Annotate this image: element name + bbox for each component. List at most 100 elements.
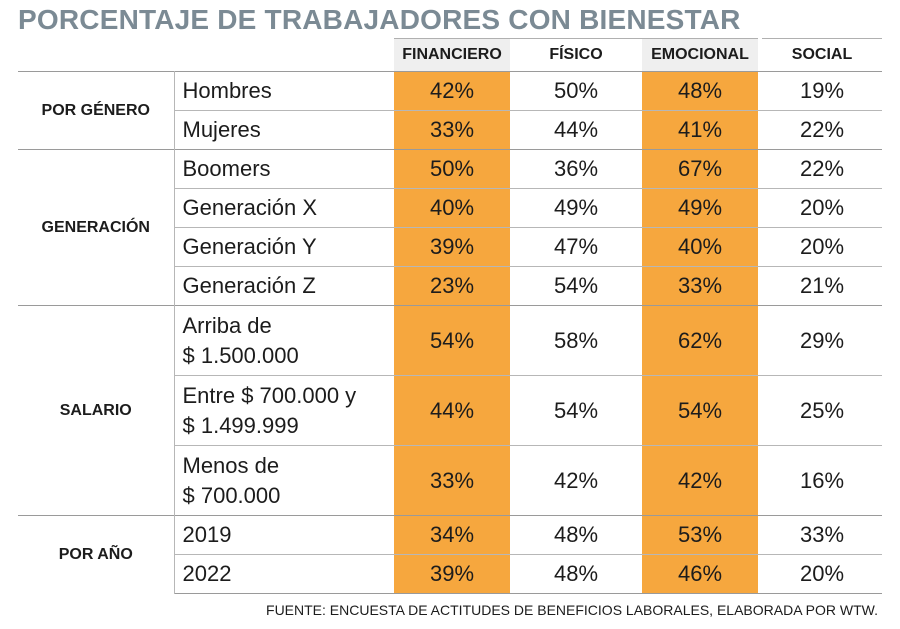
row-label-line: $ 1.500.000 (182, 342, 299, 368)
column-spacer (758, 554, 762, 594)
row-label-line: Menos de (182, 452, 280, 478)
table-row: POR AÑO 2019 34% 48% 53% 33% (18, 515, 882, 594)
value-cell: 22% (762, 149, 882, 189)
row-label: Boomers (174, 149, 394, 189)
value-cell: 41% (642, 110, 758, 150)
table-row: Generación Y 39% 47% 40% 20% (18, 227, 882, 267)
column-spacer (758, 375, 762, 446)
value-cell: 53% (642, 515, 758, 555)
row-label-line: Hombres (182, 78, 272, 103)
value-cell: 62% (642, 305, 758, 376)
table-row: POR GÉNERO Hombres 42% 50% 48% 19% (18, 71, 882, 150)
row-label-line: Boomers (182, 156, 271, 181)
value-cell: 40% (394, 188, 510, 228)
row-label: Generación X (174, 188, 394, 228)
value-cell: 20% (762, 554, 882, 594)
value-cell: 50% (394, 149, 510, 189)
value-cell: 39% (394, 227, 510, 267)
value-cell: 48% (510, 554, 642, 594)
value-cell: 47% (510, 227, 642, 267)
table-row: Entre $ 700.000 y $ 1.499.999 44% 54% 54% 25% (18, 375, 882, 446)
value-cell: 44% (510, 110, 642, 150)
column-spacer (758, 110, 762, 150)
value-cell: 42% (394, 71, 510, 111)
column-spacer (758, 445, 762, 516)
row-label-line: Generación Z (182, 273, 316, 298)
row-label-line: $ 700.000 (182, 482, 281, 508)
value-cell: 48% (642, 71, 758, 111)
value-cell: 20% (762, 188, 882, 228)
value-cell: 33% (394, 445, 510, 516)
column-spacer (758, 188, 762, 228)
value-cell: 25% (762, 375, 882, 446)
value-cell: 33% (642, 266, 758, 306)
value-cell: 42% (642, 445, 758, 516)
value-cell: 39% (394, 554, 510, 594)
row-label: Generación Z (174, 266, 394, 306)
value-cell: 49% (642, 188, 758, 228)
table-row: Menos de $ 700.000 33% 42% 42% 16% (18, 445, 882, 516)
value-cell: 21% (762, 266, 882, 306)
row-label-line: 2022 (182, 561, 232, 586)
column-spacer (758, 266, 762, 306)
column-spacer (758, 515, 762, 555)
value-cell: 34% (394, 515, 510, 555)
header-row: FINANCIERO FÍSICO EMOCIONAL SOCIAL (18, 38, 882, 72)
row-label-line: 2019 (182, 522, 232, 547)
row-label: 2022 (174, 554, 394, 594)
value-cell: 54% (510, 375, 642, 446)
group-label: POR GÉNERO (18, 71, 175, 150)
table-row: SALARIO Arriba de $ 1.500.000 54% 58% 62% 29% (18, 305, 882, 516)
table-row: 2022 39% 48% 46% 20% (18, 554, 882, 594)
group-label: POR AÑO (18, 515, 175, 594)
value-cell: 46% (642, 554, 758, 594)
value-cell: 54% (394, 305, 510, 376)
group-label: SALARIO (18, 305, 175, 516)
page-title: PORCENTAJE DE TRABAJADORES CON BIENESTAR (18, 4, 741, 35)
row-label-line: Entre $ 700.000 y (182, 382, 357, 408)
value-cell: 48% (510, 515, 642, 555)
row-label: Generación Y (174, 227, 394, 267)
value-cell: 22% (762, 110, 882, 150)
row-label: Hombres (174, 71, 394, 111)
row-label: Entre $ 700.000 y $ 1.499.999 (174, 375, 394, 446)
source-note: FUENTE: ENCUESTA DE ACTITUDES DE BENEFIC… (266, 602, 878, 618)
column-spacer (758, 149, 762, 189)
value-cell: 42% (510, 445, 642, 516)
value-cell: 23% (394, 266, 510, 306)
value-cell: 54% (642, 375, 758, 446)
row-label: 2019 (174, 515, 394, 555)
header-social: SOCIAL (762, 38, 882, 72)
group-label: GENERACIÓN (18, 149, 175, 306)
row-label: Arriba de $ 1.500.000 (174, 305, 394, 376)
row-label-line: Generación X (182, 195, 318, 220)
table-row: Generación Z 23% 54% 33% 21% (18, 266, 882, 306)
value-cell: 36% (510, 149, 642, 189)
value-cell: 44% (394, 375, 510, 446)
header-blank-label (174, 39, 394, 72)
value-cell: 58% (510, 305, 642, 376)
row-label: Mujeres (174, 110, 394, 150)
header-blank-group (18, 39, 174, 72)
value-cell: 19% (762, 71, 882, 111)
column-spacer (758, 71, 762, 111)
wellbeing-table: FINANCIERO FÍSICO EMOCIONAL SOCIAL POR G… (18, 38, 882, 594)
value-cell: 67% (642, 149, 758, 189)
header-financiero: FINANCIERO (394, 38, 510, 72)
table-row: GENERACIÓN Boomers 50% 36% 67% 22% (18, 149, 882, 306)
column-spacer (758, 305, 762, 376)
row-label-line: Mujeres (182, 117, 261, 142)
value-cell: 16% (762, 445, 882, 516)
row-label-line: Generación Y (182, 234, 317, 259)
table-body: POR GÉNERO Hombres 42% 50% 48% 19% Mujeres 33% 4… (18, 71, 882, 594)
column-spacer (758, 227, 762, 267)
header-fisico: FÍSICO (510, 38, 642, 72)
value-cell: 20% (762, 227, 882, 267)
value-cell: 49% (510, 188, 642, 228)
row-label-line: $ 1.499.999 (182, 412, 299, 438)
value-cell: 33% (762, 515, 882, 555)
value-cell: 29% (762, 305, 882, 376)
row-label: Menos de $ 700.000 (174, 445, 394, 516)
value-cell: 50% (510, 71, 642, 111)
header-emocional: EMOCIONAL (642, 38, 758, 72)
